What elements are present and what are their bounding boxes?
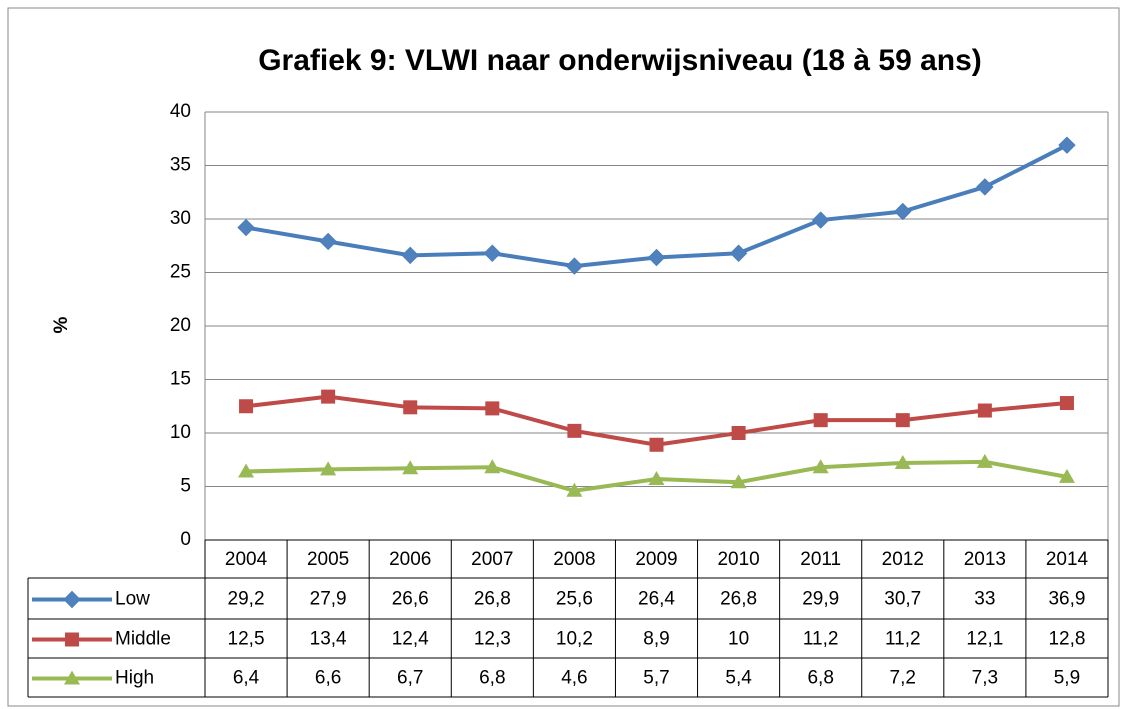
y-axis-label: % xyxy=(51,316,72,333)
data-label: 27,9 xyxy=(310,589,347,610)
y-tick-label: 35 xyxy=(170,155,191,176)
x-tick-label: 2010 xyxy=(717,549,759,570)
marker xyxy=(649,437,664,452)
data-label: 5,7 xyxy=(643,668,669,689)
marker xyxy=(319,232,337,251)
marker xyxy=(811,211,830,229)
data-label: 10,2 xyxy=(556,629,593,650)
marker xyxy=(566,482,583,497)
x-tick-label: 2014 xyxy=(1046,549,1089,570)
y-tick-label: 0 xyxy=(180,529,191,550)
y-tick-label: 15 xyxy=(170,369,191,390)
marker xyxy=(895,413,910,428)
data-label: 5,9 xyxy=(1054,668,1080,689)
data-label: 26,6 xyxy=(392,589,429,610)
data-label: 30,7 xyxy=(884,589,921,610)
data-label: 6,8 xyxy=(479,668,505,689)
marker xyxy=(812,459,829,474)
x-tick-label: 2004 xyxy=(225,549,268,570)
marker xyxy=(565,257,584,275)
chart-border xyxy=(7,7,1120,707)
data-label: 12,8 xyxy=(1048,629,1085,650)
marker xyxy=(730,474,747,489)
data-label: 12,4 xyxy=(392,629,429,650)
data-label: 33 xyxy=(974,589,995,610)
data-label: 11,2 xyxy=(885,629,921,650)
data-label: 25,6 xyxy=(556,589,593,610)
y-tick-label: 40 xyxy=(170,101,191,122)
x-tick-label: 2007 xyxy=(471,549,513,570)
data-label: 5,4 xyxy=(725,668,752,689)
data-label: 12,3 xyxy=(474,629,511,650)
marker xyxy=(485,401,500,416)
legend-label: High xyxy=(115,668,154,689)
legend-marker xyxy=(64,670,80,685)
data-label: 10 xyxy=(728,629,749,650)
marker xyxy=(483,244,502,262)
legend-label: Middle xyxy=(115,629,171,650)
data-label: 12,5 xyxy=(228,629,265,650)
marker xyxy=(729,244,748,262)
data-label: 26,4 xyxy=(638,589,675,610)
data-label: 36,9 xyxy=(1048,589,1085,610)
marker xyxy=(1058,468,1075,483)
marker xyxy=(567,423,582,438)
y-tick-label: 10 xyxy=(170,422,191,443)
data-label: 6,6 xyxy=(315,668,341,689)
marker xyxy=(1058,136,1076,154)
marker xyxy=(648,471,665,486)
marker xyxy=(484,459,501,474)
y-tick-label: 20 xyxy=(170,315,191,336)
y-tick-label: 5 xyxy=(180,476,191,497)
data-label: 29,2 xyxy=(228,589,265,610)
marker xyxy=(894,202,912,221)
data-label: 6,4 xyxy=(233,668,260,689)
marker xyxy=(813,413,828,428)
data-label: 29,9 xyxy=(802,589,839,610)
data-label: 4,6 xyxy=(561,668,587,689)
marker xyxy=(321,389,336,404)
x-tick-label: 2009 xyxy=(635,549,677,570)
data-label: 26,8 xyxy=(720,589,757,610)
marker xyxy=(237,218,255,237)
marker xyxy=(320,461,337,476)
marker xyxy=(976,178,994,196)
marker xyxy=(647,248,666,267)
x-tick-label: 2011 xyxy=(800,549,841,570)
data-label: 8,9 xyxy=(643,629,669,650)
data-label: 7,2 xyxy=(890,668,916,689)
marker xyxy=(238,463,255,478)
data-label: 7,3 xyxy=(972,668,998,689)
legend-marker xyxy=(63,590,81,609)
y-tick-label: 25 xyxy=(170,262,191,283)
data-label: 13,4 xyxy=(310,629,347,650)
data-label: 6,8 xyxy=(807,668,833,689)
marker xyxy=(402,460,419,475)
y-tick-label: 30 xyxy=(170,208,191,229)
chart-title: Grafiek 9: VLWI naar onderwijsniveau (18… xyxy=(258,44,982,77)
data-label: 12,1 xyxy=(966,629,1003,650)
x-tick-label: 2006 xyxy=(389,549,431,570)
data-label: 11,2 xyxy=(803,629,839,650)
x-tick-label: 2005 xyxy=(307,549,349,570)
x-tick-label: 2012 xyxy=(882,549,924,570)
x-tick-label: 2008 xyxy=(553,549,595,570)
marker xyxy=(403,400,418,415)
marker xyxy=(894,454,911,469)
marker xyxy=(1059,396,1074,411)
legend-marker xyxy=(65,632,79,647)
marker xyxy=(401,246,419,265)
marker xyxy=(731,426,746,440)
marker xyxy=(239,399,254,414)
data-label: 6,7 xyxy=(397,668,423,689)
x-tick-label: 2013 xyxy=(964,549,1006,570)
legend-label: Low xyxy=(115,589,150,610)
marker xyxy=(977,403,992,418)
marker xyxy=(976,453,993,468)
data-label: 26,8 xyxy=(474,589,511,610)
